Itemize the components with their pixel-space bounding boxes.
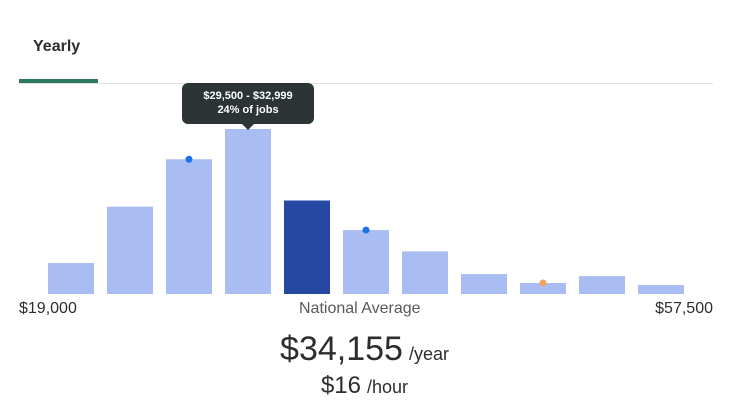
histogram-bar[interactable]	[638, 285, 684, 294]
histogram-bar[interactable]	[107, 206, 153, 294]
bar-marker-dot	[539, 279, 547, 287]
histogram-bar[interactable]	[166, 159, 212, 294]
tooltip-range: $29,500 - $32,999	[203, 90, 293, 102]
histogram-bar[interactable]	[225, 129, 271, 294]
yearly-salary-amount: $34,155	[280, 330, 403, 368]
histogram-bar-national-average[interactable]	[284, 200, 330, 295]
histogram-bar[interactable]	[48, 263, 94, 294]
bar-tooltip: $29,500 - $32,999 24% of jobs	[182, 83, 314, 124]
bar-marker-dot	[185, 155, 193, 163]
histogram-bar[interactable]	[520, 283, 566, 294]
yearly-salary-unit: /year	[408, 344, 449, 364]
axis-min-label: $19,000	[19, 300, 77, 317]
tab-yearly-label: Yearly	[33, 38, 81, 55]
axis-max-label: $57,500	[655, 300, 713, 317]
yearly-salary: $34,155/year	[0, 330, 729, 369]
tooltip-arrow	[242, 124, 254, 130]
tab-yearly[interactable]: Yearly	[19, 30, 98, 83]
tooltip-share: 24% of jobs	[217, 104, 279, 116]
tab-divider	[19, 83, 713, 84]
salary-histogram	[48, 129, 684, 295]
national-average-label: National Average	[299, 300, 421, 317]
histogram-bar[interactable]	[343, 230, 389, 294]
hourly-salary-amount: $16	[320, 372, 361, 399]
hourly-salary-unit: /hour	[367, 377, 409, 397]
histogram-bar[interactable]	[461, 274, 507, 294]
histogram-bar[interactable]	[402, 251, 448, 294]
hourly-salary: $16/hour	[0, 372, 729, 400]
histogram-bar[interactable]	[579, 276, 625, 294]
bar-marker-dot	[362, 226, 370, 234]
tab-active-indicator	[19, 79, 98, 83]
